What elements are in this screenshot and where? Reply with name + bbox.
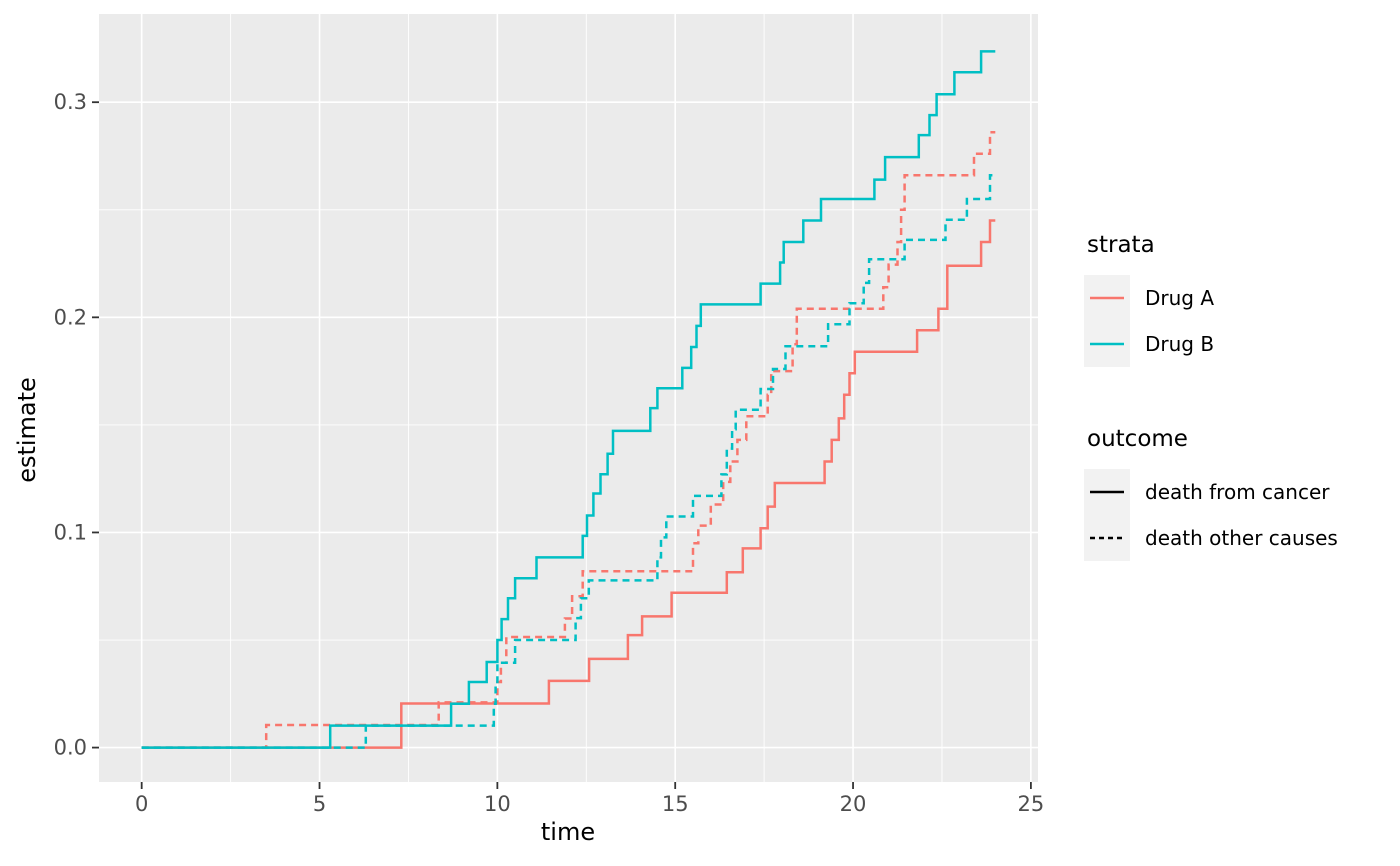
y-axis-title: estimate xyxy=(13,377,41,483)
x-tick-label: 0 xyxy=(135,792,148,816)
death-other-causes-key-swatch xyxy=(1084,515,1130,561)
legend-item-drug-a: Drug A xyxy=(1084,275,1214,321)
x-tick-label: 10 xyxy=(484,792,511,816)
legend-item-drug-b: Drug B xyxy=(1084,321,1214,367)
x-tick-label: 15 xyxy=(662,792,689,816)
legend-label-death-other-causes: death other causes xyxy=(1145,526,1338,550)
legend-item-death-from-cancer: death from cancer xyxy=(1084,469,1338,515)
y-tick-label: 0.1 xyxy=(54,520,87,544)
legend-label-death-from-cancer: death from cancer xyxy=(1145,480,1330,504)
y-tick-label: 0.3 xyxy=(54,90,87,114)
legend-label-drug-b: Drug B xyxy=(1145,332,1215,356)
series-drug-a-death-from-cancer xyxy=(141,219,996,749)
x-tick-label: 5 xyxy=(313,792,326,816)
series-drug-b-death-from-cancer xyxy=(141,50,996,749)
death-from-cancer-key-swatch xyxy=(1084,469,1130,515)
legend-item-death-other-causes: death other causes xyxy=(1084,515,1338,561)
x-tick-label: 25 xyxy=(1018,792,1045,816)
drug-b-key-swatch xyxy=(1084,321,1130,367)
panel-background xyxy=(99,14,1038,782)
legend: strata Drug A Drug B outcome death from … xyxy=(1084,0,1400,866)
legend-outcome: outcome death from cancer death other ca… xyxy=(1084,426,1338,561)
x-tick-label: 20 xyxy=(840,792,867,816)
legend-strata: strata Drug A Drug B xyxy=(1084,232,1214,367)
y-tick-label: 0.2 xyxy=(54,305,87,329)
x-axis-title: time xyxy=(540,818,596,846)
legend-strata-title: strata xyxy=(1087,232,1155,258)
series-drug-b-death-other-causes xyxy=(141,174,996,749)
drug-a-key-swatch xyxy=(1084,275,1130,321)
legend-outcome-title: outcome xyxy=(1087,426,1188,452)
legend-label-drug-a: Drug A xyxy=(1145,286,1215,310)
y-tick-label: 0.0 xyxy=(54,736,87,760)
